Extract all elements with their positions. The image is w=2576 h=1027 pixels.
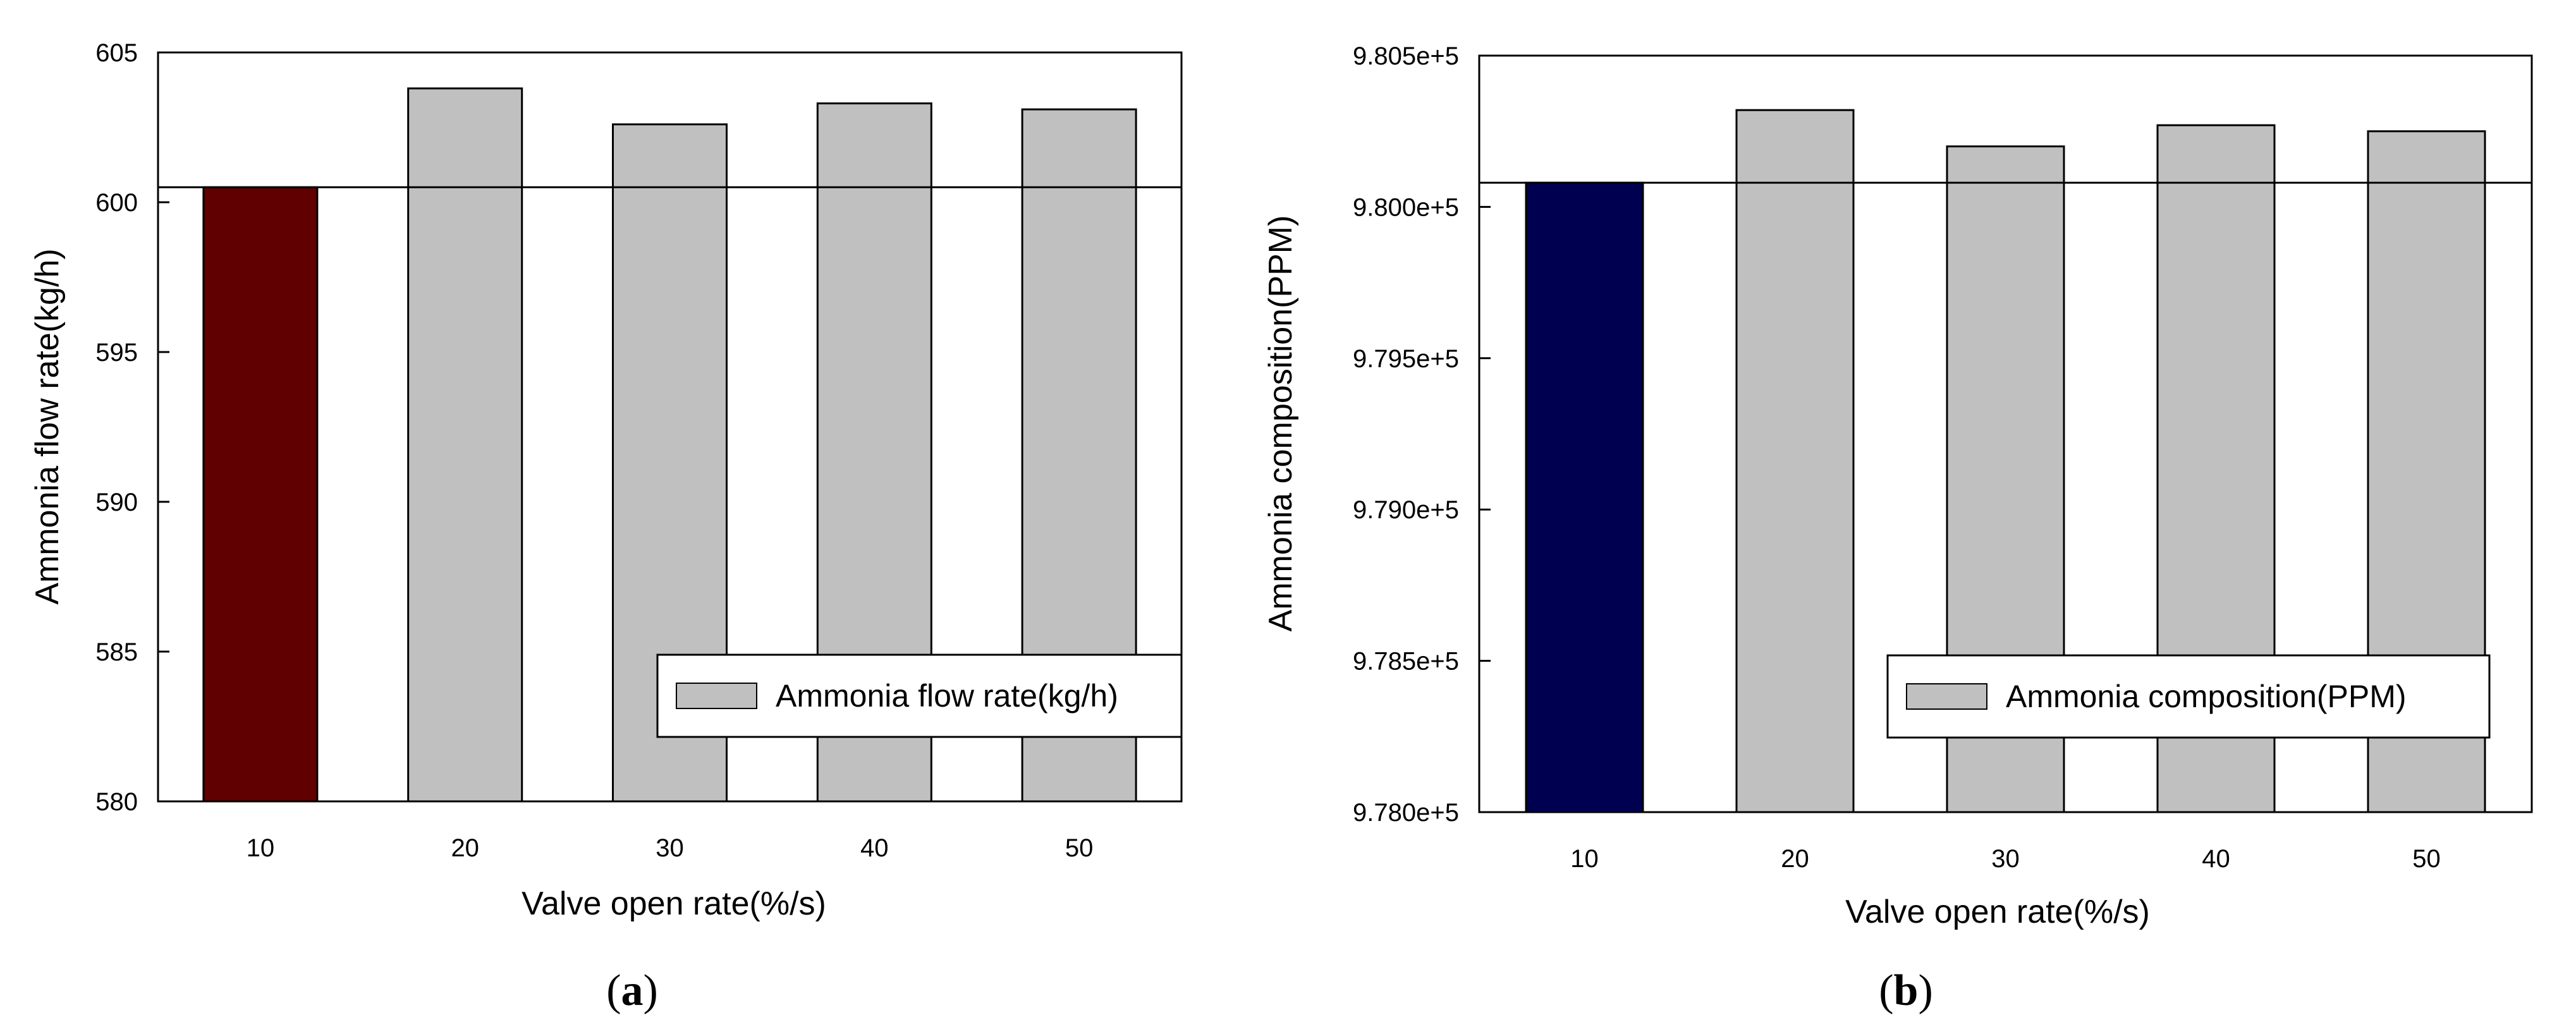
legend-swatch: [676, 683, 757, 709]
y-tick-label: 9.795e+5: [1353, 345, 1459, 373]
legend-label: Ammonia composition(PPM): [2006, 679, 2407, 714]
y-tick-label: 9.805e+5: [1353, 42, 1459, 70]
y-axis-ticks: 9.780e+5 9.785e+5 9.790e+5 9.795e+5 9.800e+5…: [1353, 42, 1491, 827]
y-tick-label: 590: [95, 489, 138, 516]
x-tick-label: 40: [860, 834, 889, 862]
x-tick-label: 20: [1781, 845, 1809, 873]
bar: [1735, 109, 1855, 813]
x-axis-ticks: 10 20 30 40 50: [1570, 845, 2441, 873]
y-axis-ticks: 580 585 590 595 600 605: [95, 39, 169, 816]
y-tick-label: 9.790e+5: [1353, 496, 1459, 524]
y-tick-label: 585: [95, 638, 138, 666]
y-tick-label: 605: [95, 39, 138, 67]
y-tick-label: 9.785e+5: [1353, 648, 1459, 676]
y-tick-label: 595: [95, 339, 138, 367]
legend-swatch: [1906, 683, 1987, 710]
y-axis-title: Ammonia composition(PPM): [1262, 216, 1299, 632]
y-axis-title: Ammonia flow rate(kg/h): [29, 248, 66, 605]
x-tick-label: 10: [1570, 845, 1599, 873]
legend-box: [1886, 654, 2491, 739]
y-tick-label: 580: [95, 788, 138, 816]
y-tick-label: 600: [95, 189, 138, 217]
x-tick-label: 50: [2412, 845, 2441, 873]
x-axis-ticks: 10 20 30 40 50: [247, 834, 1094, 862]
x-axis-title: Valve open rate(%/s): [522, 885, 826, 922]
x-tick-label: 40: [2202, 845, 2230, 873]
panel-caption-letter: b: [1894, 966, 1919, 1015]
x-tick-label: 30: [1991, 845, 2020, 873]
chart-panel-a: 580 585 590 595 600 605 10 20 30 40 50 Valve open…: [29, 39, 1183, 1015]
bar: [407, 87, 523, 803]
panel-caption: (a): [606, 966, 658, 1015]
x-tick-label: 20: [451, 834, 479, 862]
panel-caption: (b): [1879, 966, 1933, 1015]
x-tick-label: 50: [1065, 834, 1094, 862]
x-tick-label: 10: [247, 834, 275, 862]
y-tick-label: 9.780e+5: [1353, 799, 1459, 827]
chart-panel-b: 9.780e+5 9.785e+5 9.790e+5 9.795e+5 9.800e+5…: [1262, 42, 2533, 1015]
legend: Ammonia flow rate(kg/h): [656, 653, 1183, 738]
bar: [202, 186, 319, 803]
legend-label: Ammonia flow rate(kg/h): [776, 678, 1118, 714]
x-tick-label: 30: [656, 834, 684, 862]
legend: Ammonia composition(PPM): [1886, 654, 2491, 739]
bar: [1525, 181, 1644, 813]
x-axis-title: Valve open rate(%/s): [1845, 894, 2150, 930]
panel-caption-letter: a: [621, 966, 644, 1015]
y-tick-label: 9.800e+5: [1353, 193, 1459, 221]
